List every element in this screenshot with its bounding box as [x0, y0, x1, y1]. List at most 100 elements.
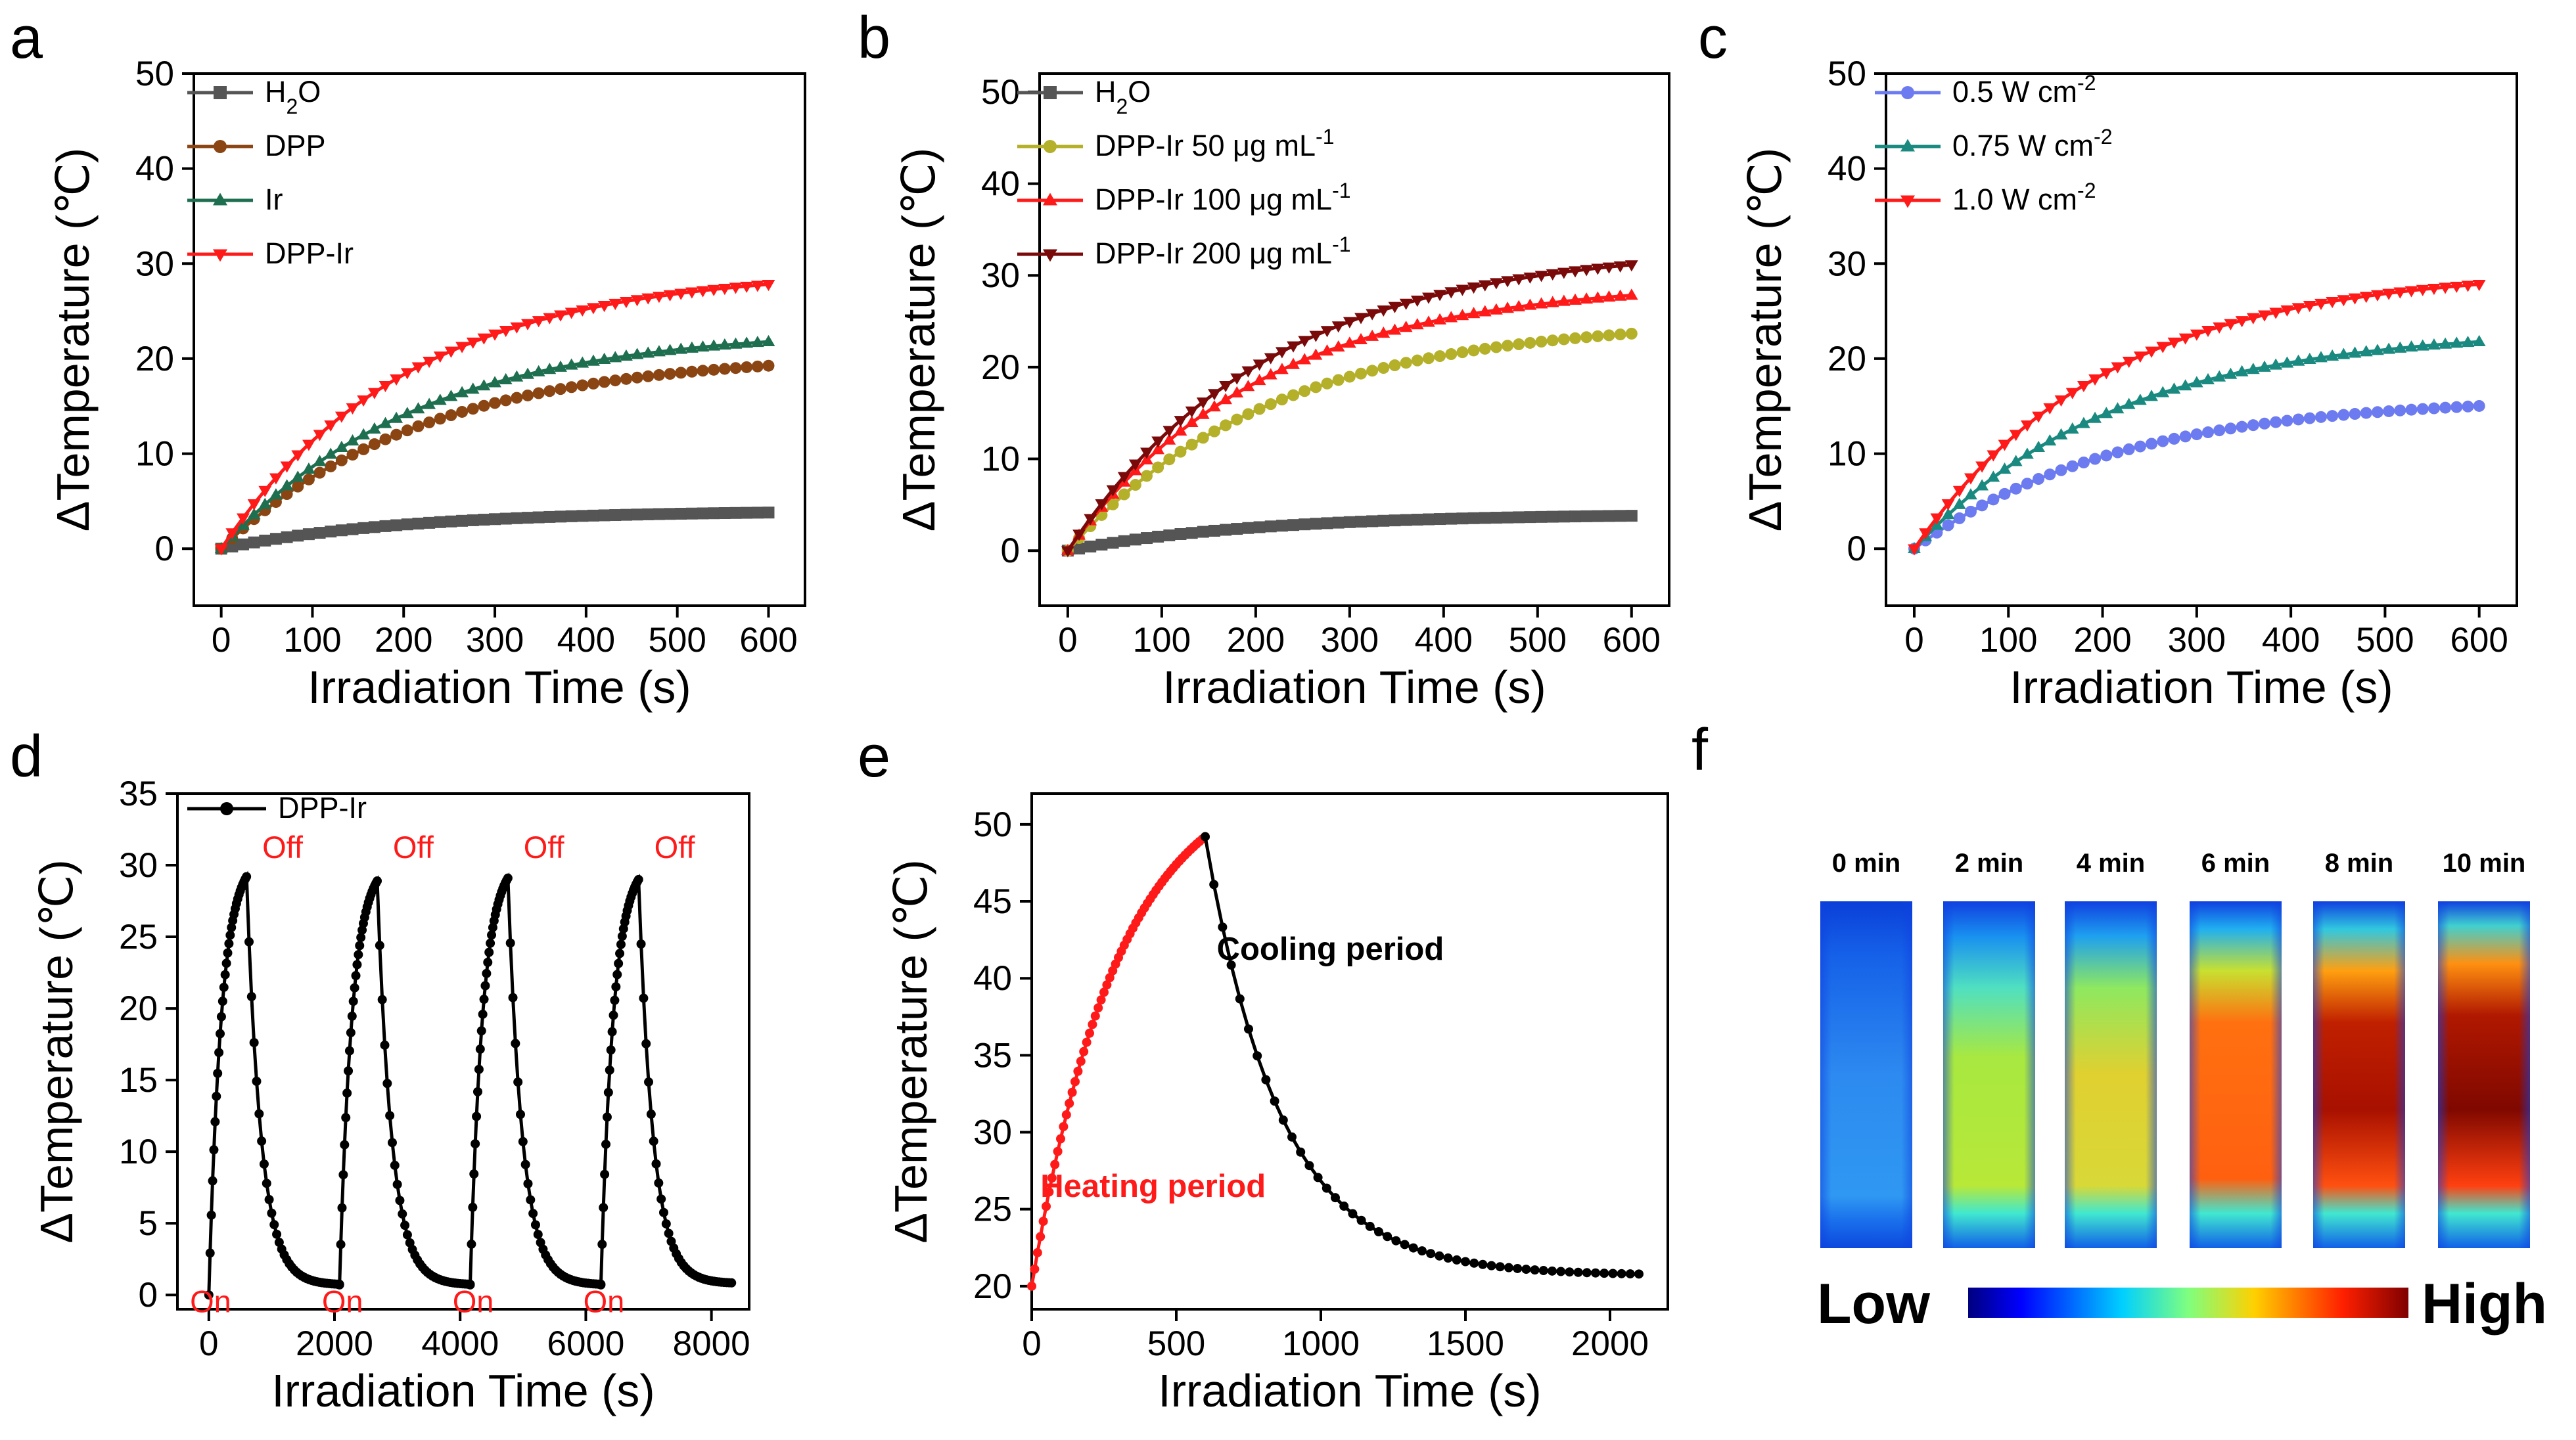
data-point: [1377, 305, 1391, 317]
data-point: [2303, 301, 2316, 313]
data-point: [1321, 377, 1333, 390]
data-point: [1287, 341, 1300, 353]
x-tick-label: 8000: [673, 1324, 750, 1363]
data-point: [1580, 292, 1594, 304]
data-point: [2258, 310, 2271, 322]
data-point: [484, 947, 494, 957]
data-point: [252, 1076, 262, 1086]
data-point: [379, 380, 392, 393]
plot-frame: [176, 792, 750, 1311]
data-point: [1456, 346, 1469, 359]
data-point: [762, 359, 775, 372]
data-point: [411, 402, 425, 414]
data-point: [2235, 316, 2249, 328]
data-point: [587, 509, 599, 522]
legend-label: Ir: [265, 183, 283, 216]
data-point: [674, 342, 688, 354]
data-point: [511, 512, 523, 524]
data-point: [2382, 288, 2396, 300]
data-point: [1613, 289, 1627, 301]
data-point: [2190, 428, 2203, 441]
data-point: [2010, 482, 2022, 495]
data-point: [565, 510, 578, 522]
data-point: [609, 374, 622, 387]
data-point: [1975, 479, 1989, 491]
data-point: [258, 485, 272, 497]
data-point: [1085, 1028, 1094, 1038]
data-point: [1411, 514, 1423, 526]
data-point: [1625, 327, 1638, 340]
data-point: [1388, 302, 1402, 313]
data-point: [1366, 365, 1379, 377]
y-tick-label: 25: [973, 1190, 1012, 1229]
data-point: [469, 1169, 479, 1179]
data-point: [1377, 362, 1390, 374]
series-heating-period: [1027, 832, 1210, 1291]
data-point: [2043, 403, 2057, 415]
data-point: [1546, 269, 1559, 281]
data-point: [455, 386, 469, 397]
scale-low-label: Low: [1817, 1272, 1931, 1336]
data-point: [1521, 1265, 1531, 1274]
data-point: [1443, 1253, 1453, 1263]
data-point: [1219, 381, 1233, 393]
data-point: [2065, 422, 2079, 434]
x-axis-title: Irradiation Time (s): [308, 662, 691, 713]
legend-marker: [213, 192, 227, 206]
data-point: [1603, 329, 1615, 342]
data-point: [1399, 298, 1413, 310]
data-point: [227, 922, 237, 932]
data-point: [2043, 434, 2057, 446]
y-tick-label: 40: [135, 150, 174, 189]
data-point: [1343, 317, 1356, 328]
x-tick-label: 0: [1022, 1324, 1041, 1363]
data-point: [213, 1068, 223, 1078]
data-point: [1299, 385, 1311, 397]
data-point: [1582, 1268, 1592, 1278]
legend-marker: [1044, 86, 1057, 99]
data-point: [1625, 1269, 1635, 1279]
data-point: [1422, 352, 1435, 365]
data-point: [1107, 498, 1119, 510]
data-point: [1478, 305, 1492, 317]
data-point: [663, 344, 677, 355]
data-point: [499, 394, 512, 407]
thermal-time-label: 10 min: [2443, 849, 2526, 878]
data-point: [1614, 510, 1626, 522]
data-point: [1053, 1146, 1063, 1156]
data-point: [1524, 511, 1536, 524]
data-point: [707, 339, 721, 351]
data-point: [334, 1280, 344, 1290]
data-point: [1096, 995, 1106, 1005]
data-point: [2473, 399, 2485, 412]
data-point: [1444, 287, 1458, 299]
panel-letter-c: c: [1698, 5, 1728, 71]
data-point: [630, 348, 644, 359]
data-point: [220, 970, 230, 979]
data-point: [2439, 401, 2452, 414]
data-point: [1998, 462, 2012, 474]
data-point: [2167, 382, 2181, 394]
data-point: [554, 360, 567, 372]
data-point: [630, 295, 644, 307]
data-point: [1592, 330, 1604, 342]
y-tick-label: 10: [135, 435, 174, 474]
data-point: [555, 383, 566, 395]
data-point: [1548, 1266, 1557, 1276]
data-point: [423, 357, 436, 369]
data-point: [2439, 282, 2452, 294]
data-point: [1411, 354, 1423, 367]
data-point: [456, 405, 469, 418]
data-point: [302, 528, 315, 541]
data-point: [597, 1240, 607, 1249]
series-dpp-ir: [204, 870, 737, 1300]
chart-panel-a: a 0 100 200 300 400 500 600 0 10 20 30 40 50 Irradiati…: [10, 5, 806, 713]
data-point: [1208, 425, 1220, 438]
data-point: [598, 509, 610, 522]
legend-marker: [1043, 249, 1057, 262]
series-line: [207, 870, 732, 1295]
data-point: [2065, 388, 2079, 399]
data-point: [2337, 348, 2351, 359]
y-tick-label: 10: [1828, 435, 1866, 474]
data-point: [1434, 513, 1446, 526]
